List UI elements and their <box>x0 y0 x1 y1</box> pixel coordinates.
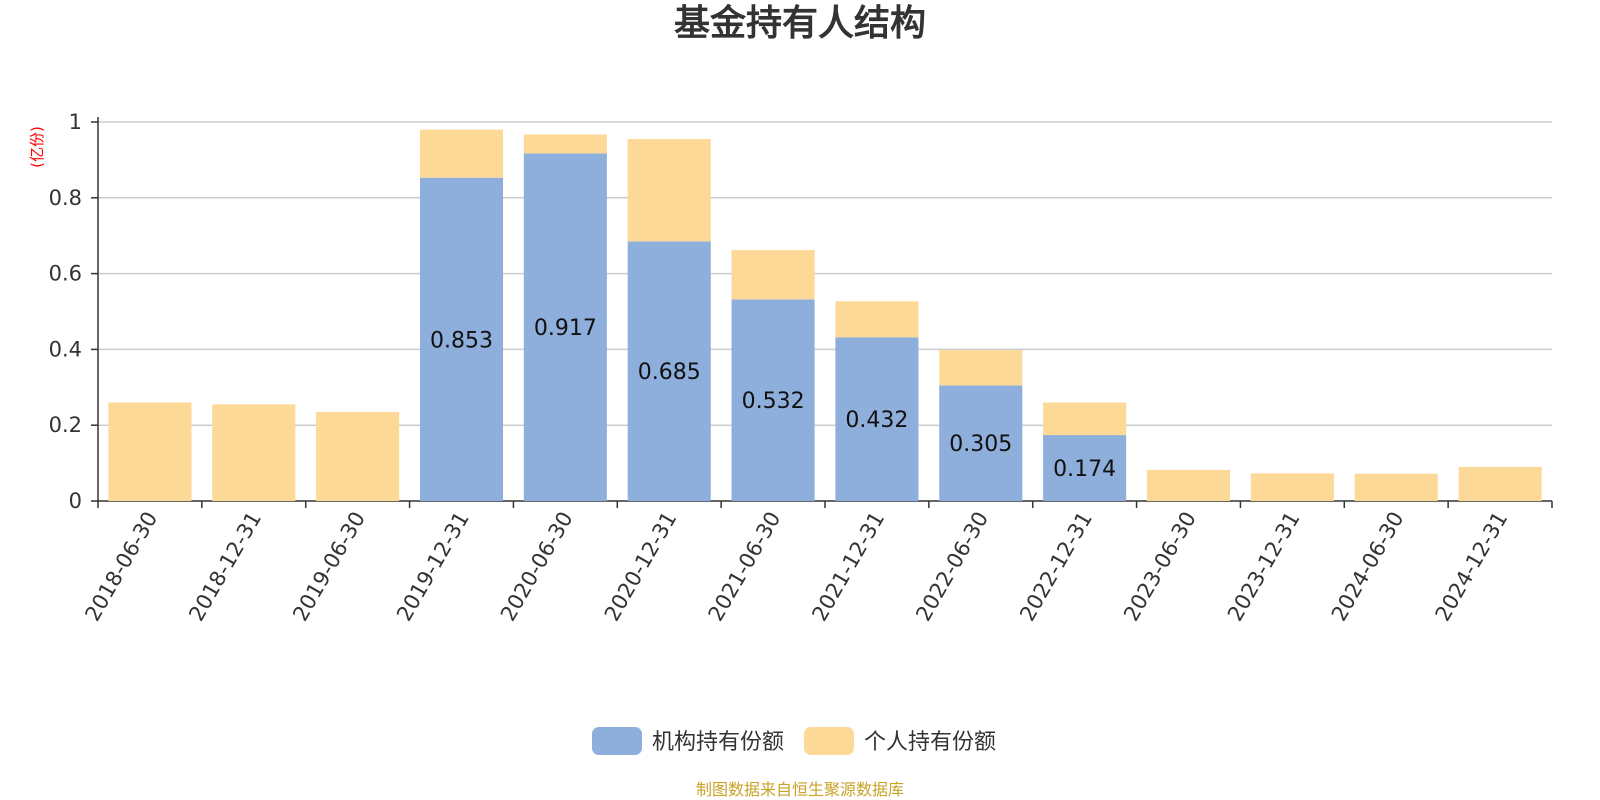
legend-label: 机构持有份额 <box>652 730 784 755</box>
bar-individual <box>523 134 607 154</box>
data-label: 0.853 <box>430 328 493 353</box>
data-label: 0.305 <box>949 432 1012 457</box>
bar-institutional <box>731 299 815 501</box>
x-tick-label: 2023-12-31 <box>1223 508 1305 626</box>
legend-swatch <box>804 727 855 755</box>
y-unit-label: (亿份) <box>28 126 46 168</box>
y-tick-label: 0.8 <box>49 186 82 210</box>
bar-individual <box>1146 469 1231 501</box>
source-note: 制图数据来自恒生聚源数据库 <box>695 780 904 799</box>
legend-item[interactable]: 个人持有份额 <box>804 727 996 755</box>
bar-individual <box>627 139 711 242</box>
y-tick-label: 1 <box>69 110 82 134</box>
bar-individual <box>1458 466 1542 501</box>
bar-individual <box>316 411 400 501</box>
bar-individual <box>731 250 815 300</box>
bar-institutional <box>523 153 607 501</box>
data-labels: 0.853 0.917 0.685 0.532 0.432 0.305 0.174 <box>430 316 1116 482</box>
bar-institutional <box>419 177 504 501</box>
bar-individual <box>419 129 504 178</box>
x-tick-label: 2020-12-31 <box>600 508 682 626</box>
x-tick-label: 2024-12-31 <box>1431 508 1513 626</box>
legend: 机构持有份额 个人持有份额 <box>592 727 996 755</box>
chart-title: 基金持有人结构 <box>673 3 926 44</box>
data-label: 0.174 <box>1053 457 1116 482</box>
x-tick-label: 2023-06-30 <box>1119 508 1201 626</box>
bar-institutional <box>627 241 711 501</box>
legend-swatch <box>592 727 642 755</box>
x-tick-label: 2020-06-30 <box>496 508 578 626</box>
x-tick-label: 2019-12-31 <box>392 508 474 626</box>
bar-individual <box>1043 402 1127 436</box>
y-tick-label: 0.6 <box>49 262 82 286</box>
data-label: 0.685 <box>638 360 701 385</box>
legend-item[interactable]: 机构持有份额 <box>592 727 784 755</box>
x-tick-label: 2022-12-31 <box>1015 508 1097 626</box>
y-tick-label: 0.2 <box>49 413 82 437</box>
bar-individual <box>212 404 296 501</box>
bar-institutional <box>835 337 919 501</box>
bar-individual <box>939 350 1023 386</box>
x-tick-label: 2021-12-31 <box>807 508 889 626</box>
bar-individual <box>1250 473 1334 501</box>
y-tick-label: 0.4 <box>49 337 82 361</box>
x-tick-label: 2024-06-30 <box>1327 508 1409 626</box>
data-label: 0.432 <box>845 408 908 433</box>
legend-label: 个人持有份额 <box>864 730 996 755</box>
bar-institutional <box>1043 435 1127 501</box>
data-label: 0.917 <box>534 316 597 341</box>
bar-individual <box>835 301 919 338</box>
x-tick-label: 2018-06-30 <box>80 508 162 626</box>
x-tick-label: 2021-06-30 <box>704 508 786 626</box>
bar-individual <box>1354 473 1438 501</box>
bar-institutional <box>939 385 1023 501</box>
bars <box>108 129 1542 501</box>
x-tick-label: 2019-06-30 <box>288 508 370 626</box>
x-tick-label: 2022-06-30 <box>911 508 993 626</box>
grid-lines <box>98 121 1552 426</box>
y-tick-label: 0 <box>69 489 82 513</box>
x-tick-label: 2018-12-31 <box>184 508 266 626</box>
data-label: 0.532 <box>742 389 805 414</box>
bar-individual <box>108 402 192 501</box>
